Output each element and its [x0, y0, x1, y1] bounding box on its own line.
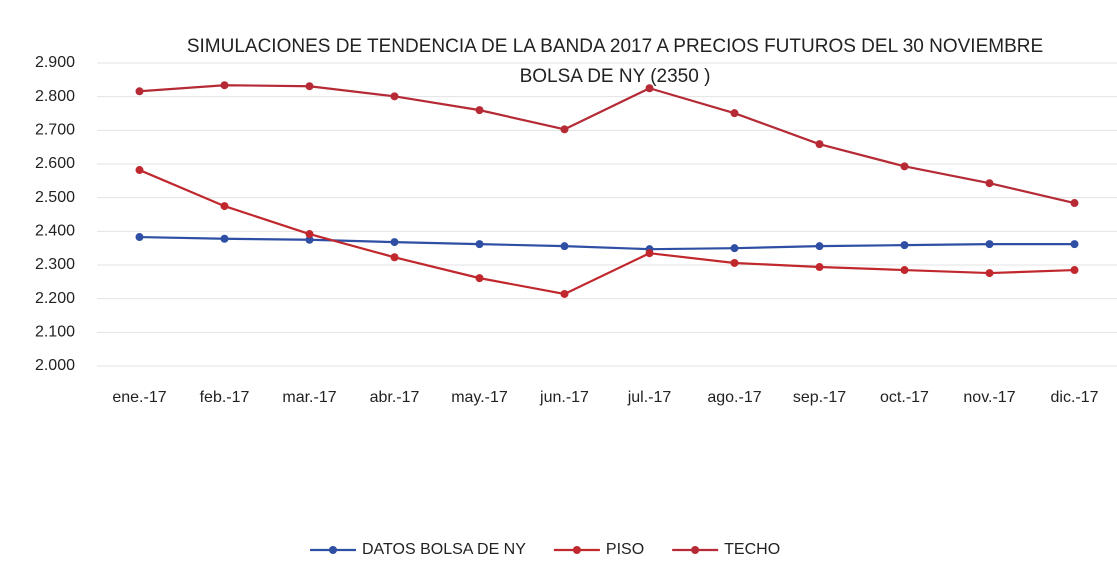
- point: [985, 269, 994, 278]
- point: [305, 235, 314, 244]
- point: [220, 202, 229, 211]
- point: [220, 81, 229, 90]
- point: [135, 166, 144, 175]
- point: [390, 92, 399, 101]
- x-tick-label: jul.-17: [627, 389, 672, 406]
- x-tick-label: oct.-17: [880, 389, 929, 406]
- x-tick-label: ene.-17: [112, 389, 166, 406]
- point: [220, 234, 229, 243]
- point: [390, 253, 399, 262]
- series-line: [139, 84, 1075, 205]
- point: [560, 289, 569, 298]
- point: [475, 274, 484, 283]
- point: [135, 87, 144, 96]
- series-line: [139, 235, 1075, 251]
- point: [645, 249, 654, 258]
- point: [645, 84, 654, 93]
- point: [815, 140, 824, 149]
- x-tick-label: mar.-17: [282, 389, 336, 406]
- y-tick-label: 2.900: [35, 54, 75, 71]
- y-tick-label: 2.800: [35, 88, 75, 105]
- legend-label: TECHO: [724, 541, 780, 558]
- y-tick-label: 2.200: [35, 290, 75, 307]
- point: [560, 125, 569, 134]
- series-line: [139, 169, 1075, 296]
- point: [985, 179, 994, 188]
- legend-marker: [572, 546, 581, 554]
- y-tick-label: 2.500: [35, 189, 75, 206]
- point: [1070, 240, 1079, 249]
- point: [985, 240, 994, 249]
- x-tick-label: feb.-17: [200, 389, 250, 406]
- point: [730, 244, 739, 253]
- x-tick-label: may.-17: [451, 389, 508, 406]
- x-tick-label: ago.-17: [707, 389, 761, 406]
- y-tick-label: 2.700: [35, 122, 75, 139]
- x-tick-label: abr.-17: [370, 389, 420, 406]
- point: [1070, 199, 1079, 208]
- point: [475, 240, 484, 249]
- x-tick-label: dic.-17: [1050, 389, 1098, 406]
- y-tick-label: 2.100: [35, 324, 75, 341]
- point: [475, 106, 484, 115]
- point: [305, 82, 314, 91]
- x-tick-label: jun.-17: [539, 389, 589, 406]
- point: [815, 242, 824, 251]
- point: [900, 162, 909, 171]
- legend-label: DATOS BOLSA DE NY: [362, 541, 526, 558]
- x-tick-label: nov.-17: [963, 389, 1015, 406]
- point: [730, 109, 739, 118]
- y-tick-label: 2.300: [35, 256, 75, 273]
- point: [815, 263, 824, 272]
- point: [560, 242, 569, 251]
- point: [135, 233, 144, 242]
- legend-marker: [329, 546, 337, 554]
- chart-title: SIMULACIONES DE TENDENCIA DE LA BANDA 20…: [186, 36, 1044, 87]
- point: [900, 266, 909, 275]
- point: [305, 230, 314, 239]
- y-tick-label: 2.400: [35, 223, 75, 240]
- point: [390, 238, 399, 247]
- legend-label: PISO: [606, 541, 644, 558]
- point: [900, 241, 909, 250]
- point: [1070, 266, 1079, 275]
- point: [730, 258, 739, 267]
- x-tick-label: sep.-17: [793, 389, 846, 406]
- legend-marker: [691, 546, 700, 554]
- y-tick-label: 2.000: [35, 357, 75, 374]
- y-tick-label: 2.600: [35, 155, 75, 172]
